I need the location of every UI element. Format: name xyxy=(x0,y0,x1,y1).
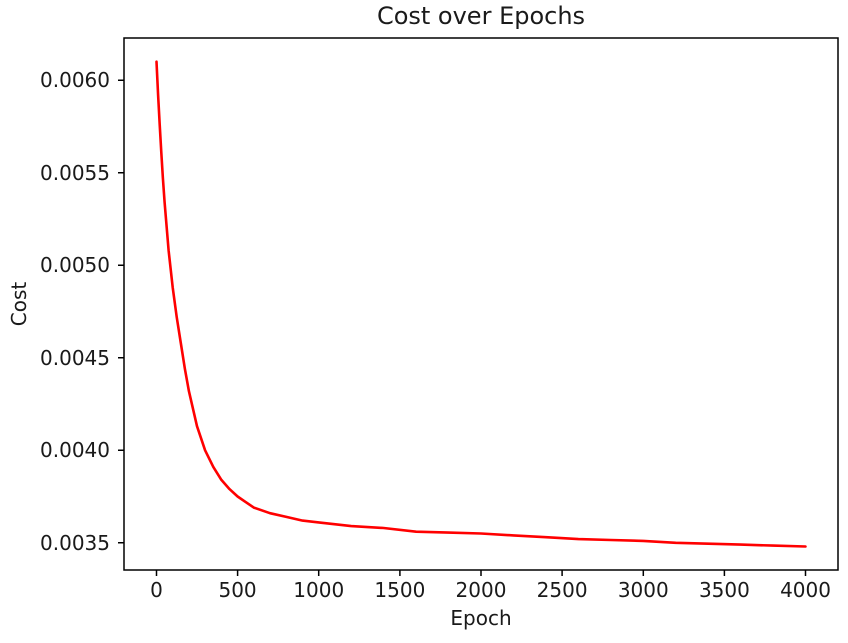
x-axis-label: Epoch xyxy=(450,606,512,630)
y-tick-label: 0.0035 xyxy=(40,530,110,555)
x-tick-label: 4000 xyxy=(780,578,831,602)
y-tick-label: 0.0060 xyxy=(40,68,110,93)
y-tick-label: 0.0040 xyxy=(40,438,110,463)
x-tick-label: 2000 xyxy=(455,578,507,602)
y-tick-label: 0.0050 xyxy=(40,253,110,278)
x-tick-label: 1000 xyxy=(293,578,345,602)
x-tick-label: 2500 xyxy=(536,578,588,602)
cost-line xyxy=(155,60,807,548)
y-tick-label: 0.0045 xyxy=(40,345,110,370)
chart-title: Cost over Epochs xyxy=(376,2,586,30)
x-tick-label: 500 xyxy=(218,578,257,602)
x-tick-label: 1500 xyxy=(374,578,426,602)
x-tick-label: 3000 xyxy=(617,578,669,602)
y-tick-label: 0.0055 xyxy=(40,160,110,185)
axis-ticks xyxy=(118,79,807,576)
x-tick-label: 0 xyxy=(150,578,163,602)
y-axis-label: Cost xyxy=(7,281,31,327)
x-tick-label: 3500 xyxy=(698,578,750,602)
